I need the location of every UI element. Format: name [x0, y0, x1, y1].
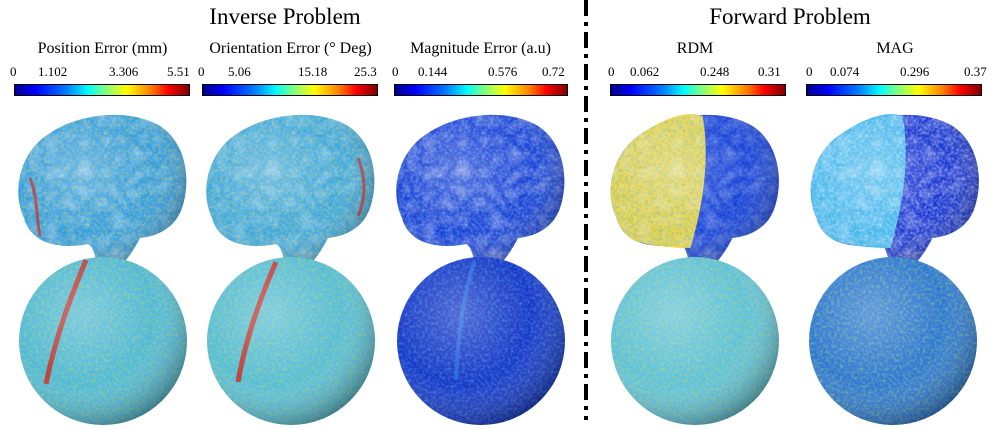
sphere-error-map [611, 257, 779, 425]
colorbar-tick: 0.144 [418, 64, 448, 79]
colorbar-tick: 0.31 [758, 64, 781, 79]
colorbar-ticks: 0 1.102 3.306 5.51 [10, 64, 195, 82]
colorbar-tick: 0.576 [488, 64, 518, 79]
brain-error-map [396, 114, 565, 272]
section-divider [584, 0, 588, 420]
colorbar-ticks: 0 0.144 0.576 0.72 [388, 64, 573, 82]
colorbar-tick: 0 [198, 64, 205, 79]
panel-position-error: Position Error (mm) 0 1.102 3.306 5.51 [10, 40, 195, 425]
colorbar [394, 84, 568, 96]
colorbar-tick: 25.3 [354, 64, 377, 79]
brain-error-map [810, 114, 979, 272]
colorbar [806, 84, 982, 96]
colorbar-tick: 0.074 [830, 64, 860, 79]
colorbar-tick: 5.51 [167, 64, 190, 79]
colorbar-tick: 0.72 [542, 64, 565, 79]
colorbar-tick: 15.18 [298, 64, 328, 79]
colorbar-tick: 0 [806, 64, 813, 79]
colorbar-tick: 0 [608, 64, 615, 79]
colorbar-tick: 3.306 [109, 64, 139, 79]
colorbar-tick: 0 [10, 64, 17, 79]
colorbar-ticks: 0 0.062 0.248 0.31 [600, 64, 790, 82]
sphere-error-map [809, 257, 977, 425]
colorbar-tick: 0.248 [700, 64, 730, 79]
colorbar [14, 84, 190, 96]
colorbar-tick: 1.102 [38, 64, 68, 79]
colorbar [610, 84, 786, 96]
panel-rdm: RDM 0 0.062 0.248 0.31 [600, 40, 790, 425]
colorbar-tick: 0.37 [964, 64, 987, 79]
sphere-error-map [207, 257, 375, 425]
panel-orientation-error: Orientation Error (° Deg) 0 5.06 15.18 2… [198, 40, 383, 425]
brain-error-map [18, 114, 187, 272]
colorbar-ticks: 0 5.06 15.18 25.3 [198, 64, 383, 82]
panel-title: Position Error (mm) [37, 40, 168, 57]
brain-error-map [610, 114, 779, 272]
colorbar-tick: 5.06 [228, 64, 251, 79]
brain-error-map [206, 114, 375, 272]
sphere-error-map [19, 257, 187, 425]
panel-title: MAG [876, 40, 914, 57]
colorbar-tick: 0.296 [900, 64, 930, 79]
panel-title: Magnitude Error (a.u) [410, 40, 551, 57]
panel-title: RDM [676, 40, 714, 57]
colorbar-tick: 0 [392, 64, 399, 79]
colorbar [202, 84, 378, 96]
section-title-inverse: Inverse Problem [209, 4, 361, 29]
panel-magnitude-error: Magnitude Error (a.u) 0 0.144 0.576 0.72 [388, 40, 573, 425]
colorbar-ticks: 0 0.074 0.296 0.37 [800, 64, 990, 82]
panel-title: Orientation Error (° Deg) [209, 40, 372, 57]
sphere-error-map [397, 257, 565, 425]
section-title-forward: Forward Problem [709, 4, 871, 29]
colorbar-tick: 0.062 [630, 64, 660, 79]
panel-mag: MAG 0 0.074 0.296 0.37 [800, 40, 990, 425]
